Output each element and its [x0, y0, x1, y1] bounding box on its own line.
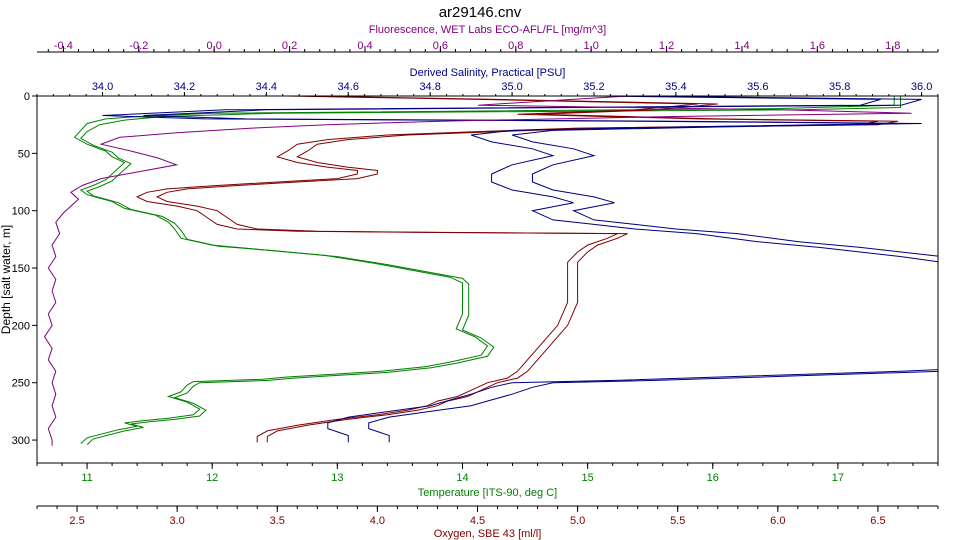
fluorescence-series-line: [43, 96, 912, 446]
fluorescence-tick-label: 0.2: [282, 40, 297, 52]
oxygen-tick-label: 4.0: [370, 515, 385, 527]
fluorescence-tick-label: -0.4: [54, 40, 73, 52]
y-tick-label: 0: [24, 91, 30, 103]
oxygen-tick-label: 5.0: [570, 515, 585, 527]
salinity-tick-label: 35.2: [583, 81, 604, 93]
y-tick-label: 150: [12, 263, 30, 275]
fluorescence-tick-label: 1.4: [734, 40, 749, 52]
y-tick-label: 300: [12, 435, 30, 447]
fluorescence-tick-label: -0.2: [129, 40, 148, 52]
fluorescence-tick-label: 1.6: [810, 40, 825, 52]
oxygen-tick-label: 4.5: [470, 515, 485, 527]
temperature-tick-label: 14: [456, 472, 468, 484]
oxygen-tick-label: 2.5: [69, 515, 84, 527]
salinity-tick-label: 34.2: [174, 81, 195, 93]
salinity-series-line: [143, 96, 938, 443]
fluorescence-tick-label: 1.8: [885, 40, 900, 52]
oxygen-tick-label: 3.5: [270, 515, 285, 527]
fluorescence-tick-label: 0.0: [207, 40, 222, 52]
salinity-tick-label: 35.8: [829, 81, 850, 93]
temperature-tick-label: 16: [707, 472, 719, 484]
salinity-tick-label: 34.6: [338, 81, 359, 93]
fluorescence-tick-label: 1.0: [584, 40, 599, 52]
temperature-tick-label: 11: [81, 472, 92, 484]
salinity-axis-label: Derived Salinity, Practical [PSU]: [410, 67, 566, 79]
oxygen-series-line: [135, 96, 878, 443]
chart-title: ar29146.cnv: [439, 4, 522, 21]
oxygen-tick-label: 3.0: [170, 515, 185, 527]
y-axis-label: Depth [salt water, m]: [0, 225, 13, 334]
salinity-tick-label: 35.0: [501, 81, 522, 93]
salinity-tick-label: 35.6: [747, 81, 768, 93]
salinity-tick-label: 35.4: [665, 81, 686, 93]
oxygen-axis-label: Oxygen, SBE 43 [ml/l]: [434, 528, 542, 540]
fluorescence-tick-label: 1.2: [659, 40, 674, 52]
plot-frame: [36, 95, 939, 464]
temperature-tick-label: 12: [206, 472, 218, 484]
temperature-tick-label: 17: [832, 472, 844, 484]
fluorescence-tick-label: 0.4: [357, 40, 372, 52]
temperature-series-line: [73, 96, 895, 444]
salinity-tick-label: 34.8: [419, 81, 440, 93]
y-tick-label: 50: [18, 148, 30, 160]
temperature-tick-label: 15: [581, 472, 593, 484]
oxygen-tick-label: 5.5: [670, 515, 685, 527]
y-tick-label: 100: [12, 206, 30, 218]
fluorescence-axis-label: Fluorescence, WET Labs ECO-AFL/FL [mg/m^…: [369, 24, 606, 36]
fluorescence-tick-label: 0.8: [508, 40, 523, 52]
y-tick-label: 250: [12, 378, 30, 390]
y-tick-label: 200: [12, 320, 30, 332]
salinity-tick-label: 34.4: [256, 81, 277, 93]
salinity-series-line: [102, 96, 938, 443]
fluorescence-tick-label: 0.6: [433, 40, 448, 52]
oxygen-tick-label: 6.5: [870, 515, 885, 527]
temperature-axis-label: Temperature [ITS-90, deg C]: [418, 487, 557, 499]
oxygen-tick-label: 6.0: [770, 515, 785, 527]
salinity-tick-label: 36.0: [911, 81, 932, 93]
series-layer: [43, 96, 938, 446]
temperature-tick-label: 13: [331, 472, 343, 484]
temperature-series-line: [79, 96, 901, 445]
salinity-tick-label: 34.0: [92, 81, 113, 93]
